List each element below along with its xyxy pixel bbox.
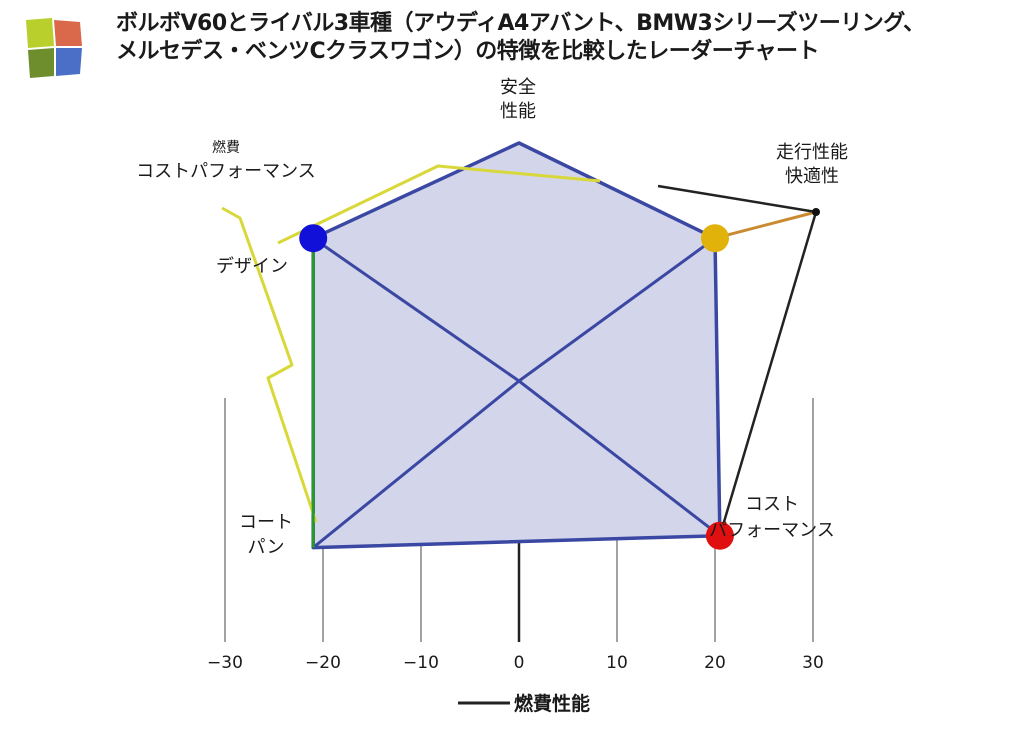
chart-title-line-1: ボルボV60とライバル3車種（アウディA4アバント、BMW3シリーズツーリング、: [116, 11, 925, 36]
logo-square-4: [56, 48, 82, 76]
series-line-yellow-left: [221, 206, 318, 523]
x-tick-label-20: 20: [704, 653, 726, 673]
logo-square-2: [54, 20, 82, 46]
radar-spoke-3: [312, 379, 520, 549]
axis-label-lower-left-1: パン: [248, 537, 285, 558]
axis-label-top-0: 安全: [500, 77, 536, 98]
series-line-black-right: [718, 211, 818, 537]
axis-label-lower-right-1: パフォーマンス: [709, 520, 835, 541]
logo-square-1: [26, 18, 54, 48]
logo-square-3: [28, 48, 54, 78]
radar-spoke-4: [312, 236, 520, 383]
x-tick-label--30: −30: [207, 653, 243, 673]
axis-label-lower-left-0: コート: [239, 512, 293, 533]
chart-title: ボルボV60とライバル3車種（アウディA4アバント、BMW3シリーズツーリング、…: [116, 10, 996, 66]
axis-label-upper-left-0: 燃費: [212, 139, 240, 156]
axis-label-top-right-0: 走行性能: [776, 142, 848, 163]
x-axis-label: 燃費性能: [514, 692, 590, 715]
series-marker-2: [705, 521, 734, 550]
series-line-yellow-top: [277, 164, 601, 245]
radar-spoke-2: [518, 379, 721, 537]
x-tick-label--10: −10: [403, 653, 439, 673]
x-tick-label-30: 30: [802, 653, 824, 673]
radar-polygon: [311, 141, 722, 550]
series-marker-0: [299, 224, 328, 253]
axis-label-lower-right-0: コスト: [745, 494, 799, 515]
x-tick-label--20: −20: [305, 653, 341, 673]
series-marker-1: [701, 224, 729, 253]
axis-label-upper-left-1: コストパフォーマンス: [136, 161, 316, 182]
axis-label-left-0: デザイン: [216, 256, 288, 277]
axis-label-top-right-1: 快適性: [785, 166, 839, 187]
series-end-marker: [812, 208, 820, 216]
chart-title-line-2: メルセデス・ベンツCクラスワゴン）の特徴を比較したレーダーチャート: [116, 39, 820, 64]
series-line-orange: [714, 210, 817, 240]
radar-spoke-1: [518, 236, 716, 383]
x-tick-label-0: 0: [514, 653, 525, 673]
x-tick-label-10: 10: [606, 653, 628, 673]
series-line-black-top: [657, 184, 817, 214]
logo-icon: [26, 18, 82, 78]
axis-label-top-1: 性能: [500, 101, 536, 122]
